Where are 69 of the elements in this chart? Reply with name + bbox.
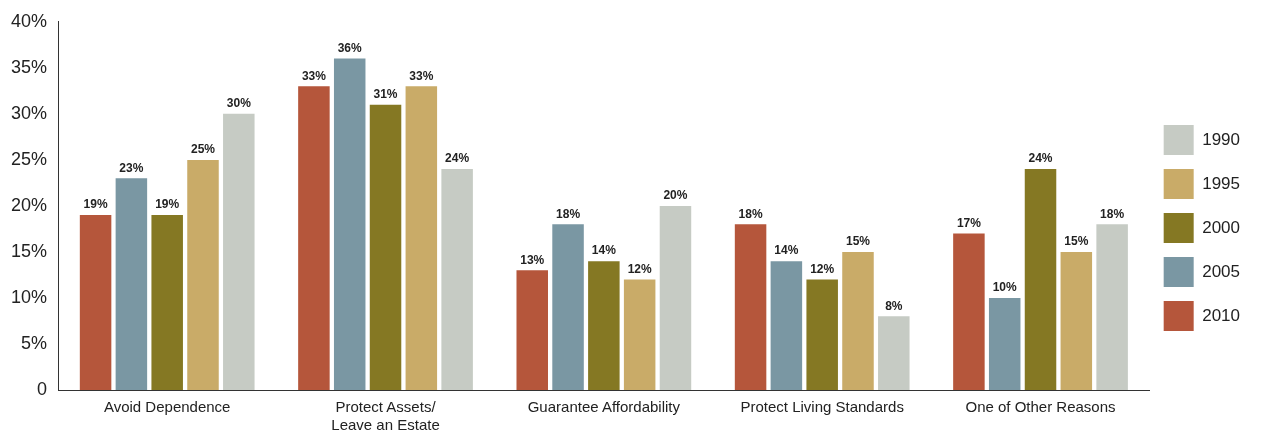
data-label: 15% (845, 234, 871, 249)
bar (151, 215, 183, 390)
bar (659, 205, 692, 390)
bar (988, 297, 1021, 390)
bar (1060, 251, 1093, 390)
y-tick-label: 0 (37, 378, 48, 399)
data-label: 24% (445, 151, 470, 166)
bar (588, 261, 620, 390)
bar (187, 159, 219, 390)
bar (115, 178, 148, 390)
data-label: 12% (810, 261, 835, 276)
bar (1096, 224, 1128, 390)
data-label: 8% (885, 298, 903, 313)
x-tick-label: Avoid Dependence (103, 398, 231, 416)
bar (842, 251, 874, 390)
bar (552, 224, 584, 390)
data-label: 18% (556, 206, 581, 221)
bar (623, 279, 656, 390)
x-tick-label: Protect Assets/ Leave an Estate (331, 398, 440, 434)
legend-label: 1990 (1202, 129, 1241, 149)
bar (770, 261, 803, 390)
x-tick-label: Protect Living Standards (740, 398, 904, 416)
data-label: 14% (591, 243, 617, 258)
bar (441, 169, 473, 390)
y-tick-label: 30% (11, 102, 48, 123)
data-label: 25% (190, 142, 216, 157)
y-tick-label: 5% (21, 332, 48, 353)
data-label: 19% (155, 197, 180, 212)
y-tick-label: 15% (11, 240, 48, 261)
y-tick-label: 10% (11, 286, 48, 307)
x-tick-label: One of Other Reasons (965, 398, 1116, 416)
data-label: 14% (774, 243, 799, 258)
bar (1024, 169, 1057, 390)
bar (953, 233, 985, 390)
bar (79, 215, 112, 390)
data-label: 17% (956, 215, 982, 230)
legend-label: 2010 (1202, 305, 1241, 325)
legend-label: 2005 (1202, 261, 1241, 281)
data-label: 20% (663, 188, 688, 203)
bar (734, 224, 767, 390)
data-label: 31% (373, 86, 398, 101)
bar (878, 316, 910, 390)
legend-label: 2000 (1202, 217, 1241, 237)
data-label: 10% (992, 280, 1018, 295)
data-label: 23% (119, 160, 144, 175)
bar (333, 58, 366, 390)
data-label: 30% (226, 96, 252, 111)
data-label: 24% (1028, 151, 1053, 166)
data-label: 12% (627, 261, 652, 276)
data-label: 18% (738, 206, 763, 221)
bar (369, 104, 402, 390)
y-tick-label: 25% (11, 148, 48, 169)
bar (806, 279, 838, 390)
data-label: 19% (83, 197, 108, 212)
data-label: 33% (409, 68, 434, 83)
data-label: 18% (1100, 206, 1125, 221)
y-tick-label: 20% (11, 194, 48, 215)
data-label: 33% (301, 68, 327, 83)
y-tick-label: 40% (11, 10, 48, 31)
bar (405, 86, 438, 390)
bar (516, 270, 548, 390)
data-label: 36% (337, 40, 363, 55)
x-tick-label: Guarantee Affordability (527, 398, 681, 416)
bar (298, 86, 330, 390)
data-label: 13% (520, 252, 545, 267)
legend-label: 1995 (1202, 173, 1241, 193)
data-label: 15% (1064, 234, 1089, 249)
bar (223, 113, 255, 390)
y-tick-label: 35% (11, 56, 48, 77)
